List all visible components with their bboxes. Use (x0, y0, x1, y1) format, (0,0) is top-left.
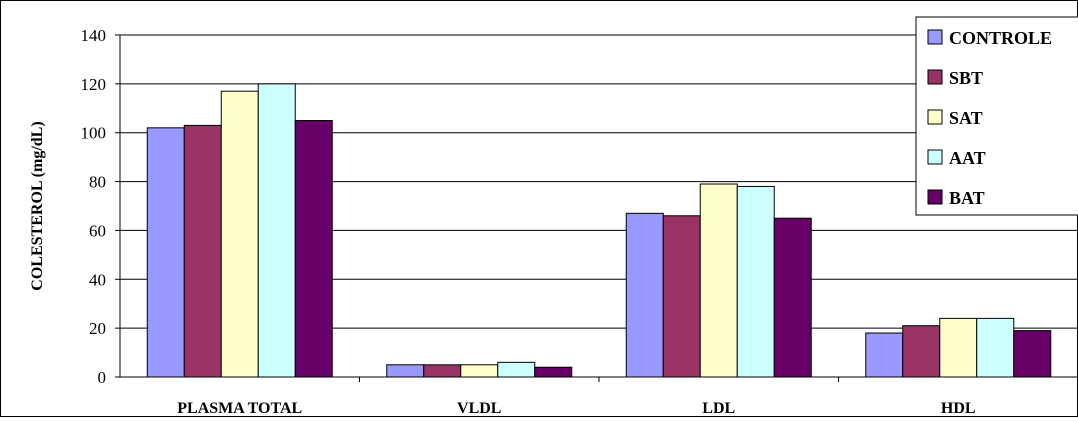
bar-controle-ldl (625, 212, 664, 378)
bar-bat-ldl (773, 217, 812, 378)
bar-aat-hdl (976, 317, 1015, 378)
bar-controle-plasma-total (146, 127, 185, 378)
legend-swatch (927, 69, 943, 85)
legend: CONTROLE SBT SAT AAT BAT (915, 16, 1078, 216)
legend-swatch (927, 29, 943, 45)
x-tick-label: PLASMA TOTAL (177, 400, 302, 417)
bar-sbt-plasma-total (183, 124, 222, 378)
legend-label: BAT (949, 188, 985, 208)
bar-bat-vldl (534, 366, 573, 378)
y-axis-title: COLESTEROL (mg/dL) (29, 121, 46, 290)
x-tick-label: VLDL (457, 400, 501, 417)
y-tick-label: 0 (98, 368, 107, 387)
bar-bat-plasma-total (294, 120, 333, 378)
bars (146, 83, 1052, 378)
legend-label: SBT (949, 68, 983, 88)
y-tick-labels: 0 20 40 60 80 100 120 140 (81, 26, 107, 387)
y-tick-label: 100 (81, 124, 107, 143)
bar-sat-ldl (699, 183, 738, 378)
bar-controle-hdl (865, 332, 904, 378)
bar-sat-vldl (460, 364, 499, 378)
y-tick-label: 60 (89, 221, 106, 240)
bar-sat-hdl (939, 317, 978, 378)
bar-sat-plasma-total (220, 90, 259, 378)
legend-label: SAT (949, 108, 983, 128)
legend-swatch (927, 149, 943, 165)
y-tick-label: 20 (89, 319, 106, 338)
y-tick-label: 80 (89, 173, 106, 192)
x-tick-labels: PLASMA TOTAL VLDL LDL HDL (177, 400, 975, 417)
bar-aat-plasma-total (257, 83, 296, 378)
bar-sbt-vldl (423, 364, 462, 378)
legend-swatch (927, 109, 943, 125)
x-tick-label: HDL (941, 400, 976, 417)
legend-box (915, 16, 1078, 216)
x-tick-label: LDL (702, 400, 735, 417)
bar-bat-hdl (1013, 330, 1052, 378)
bar-sbt-ldl (662, 215, 701, 378)
bar-aat-vldl (497, 361, 536, 378)
bar-sbt-hdl (902, 325, 941, 378)
legend-label: CONTROLE (949, 28, 1052, 48)
bar-aat-ldl (736, 185, 775, 378)
bar-controle-vldl (386, 364, 425, 378)
axes (115, 34, 1078, 382)
legend-label: AAT (949, 148, 986, 168)
y-tick-label: 40 (89, 270, 106, 289)
legend-swatch (927, 189, 943, 205)
y-tick-label: 140 (81, 26, 107, 45)
y-tick-label: 120 (81, 75, 107, 94)
